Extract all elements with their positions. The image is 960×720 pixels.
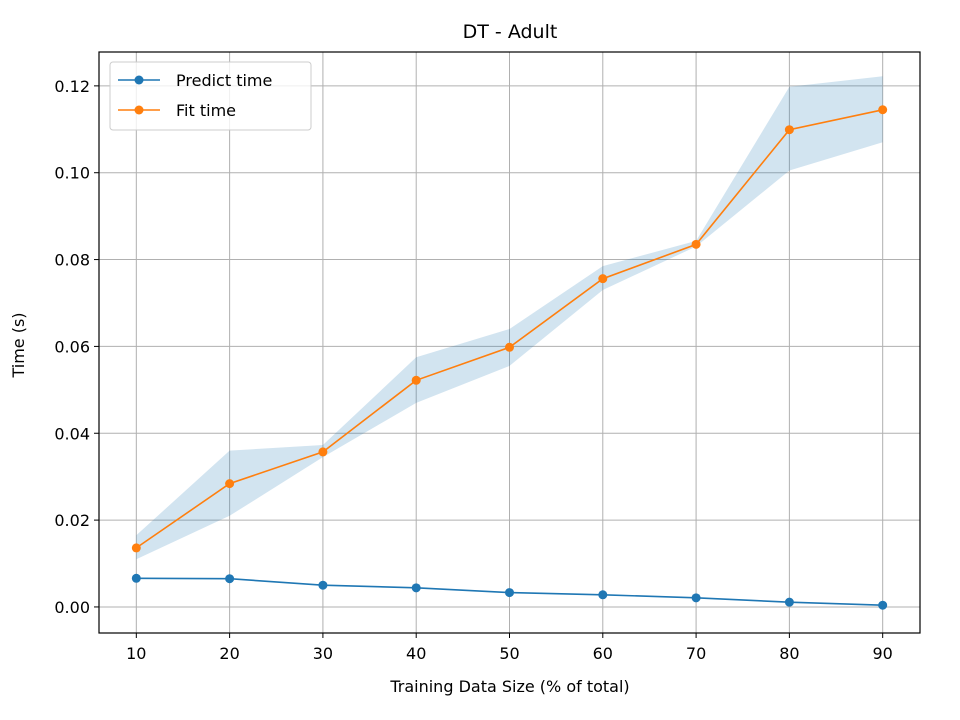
x-axis-title: Training Data Size (% of total) [389,677,629,696]
predict-time-point [225,574,235,584]
axis-tick-labels: 10 20 30 40 50 60 70 80 90 0.00 0.02 0.04 0.06 0.08 0.… [54,77,892,663]
y-tick-label: 0.10 [54,164,90,183]
series-markers-group [131,105,888,610]
legend-fit-time-swatch-marker [134,105,144,115]
y-tick-label: 0.12 [54,77,90,96]
y-tick-label: 0.06 [54,337,90,356]
y-tick-label: 0.00 [54,598,90,617]
x-tick-label: 50 [499,644,519,663]
predict-time-point [691,593,701,603]
x-tick-label: 60 [593,644,613,663]
fit-time-point [131,543,141,553]
y-axis-title: Time (s) [9,312,28,378]
axis-ticks [94,85,884,638]
fit-time-point [598,274,608,284]
y-tick-label: 0.08 [54,251,90,270]
fit-time-point [691,239,701,249]
x-tick-label: 40 [406,644,426,663]
legend-predict-time-label: Predict time [176,71,272,90]
x-tick-label: 90 [873,644,893,663]
fit-time-point [411,375,421,385]
fit-time-point [225,479,235,489]
y-tick-label: 0.02 [54,511,90,530]
fit-time-point [318,447,328,457]
y-tick-label: 0.04 [54,424,90,443]
predict-time-point [598,590,608,600]
predict-time-point [784,597,794,607]
predict-time-point [318,580,328,590]
legend-box [109,61,312,131]
fit-time-point [505,342,514,352]
fit-time-confidence-band [136,76,883,560]
predict-time-point [131,573,141,583]
predict-time-point [411,583,421,593]
x-tick-label: 80 [779,644,799,663]
predict-time-point [505,588,514,598]
fit-time-point [784,125,794,135]
grid-lines [99,52,920,633]
legend-predict-time-swatch-marker [134,75,144,85]
x-tick-label: 30 [313,644,333,663]
x-tick-label: 20 [219,644,239,663]
x-tick-label: 70 [686,644,706,663]
legend: Predict time Fit time [109,61,312,131]
chart-title: DT - Adult [463,21,558,43]
fit-time-point [878,105,888,115]
predict-time-point [878,600,888,610]
x-tick-label: 10 [126,644,146,663]
confidence-band-group [136,76,883,560]
legend-fit-time-label: Fit time [176,101,236,120]
